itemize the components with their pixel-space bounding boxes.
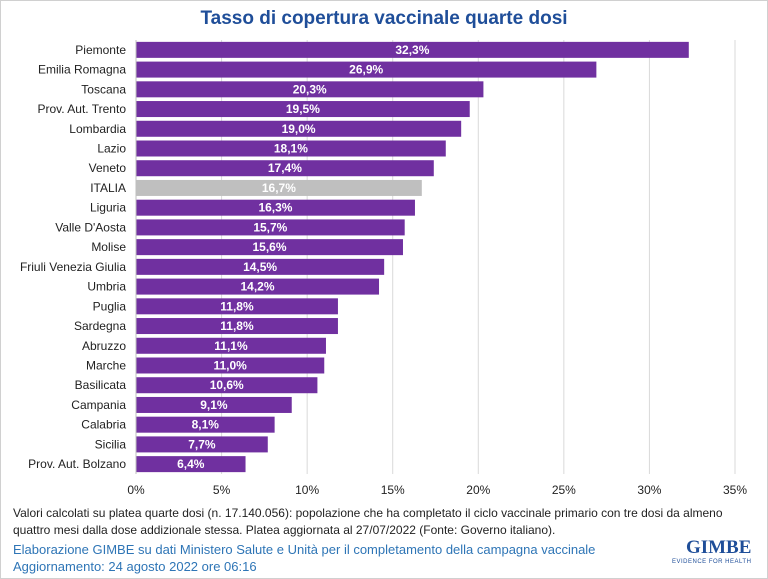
category-label: Liguria — [90, 201, 126, 215]
bar — [136, 160, 434, 177]
bar — [136, 258, 385, 275]
bar — [136, 81, 484, 98]
category-label: Puglia — [93, 299, 127, 313]
logo-tagline: EVIDENCE FOR HEALTH — [672, 559, 752, 565]
data-label: 15,7% — [253, 220, 287, 234]
category-label: ITALIA — [90, 181, 126, 195]
data-label: 9,1% — [200, 398, 228, 412]
category-label: Emilia Romagna — [38, 63, 126, 77]
bar — [136, 179, 422, 196]
data-label: 11,1% — [214, 339, 248, 353]
data-label: 16,3% — [258, 201, 292, 215]
data-label: 26,9% — [349, 63, 383, 77]
bar — [136, 219, 405, 236]
logo-name: GIMBE — [685, 537, 752, 558]
bar — [136, 377, 318, 394]
data-label: 14,2% — [240, 280, 274, 294]
category-label: Sardegna — [74, 319, 126, 333]
bar — [136, 357, 325, 374]
category-label: Lombardia — [69, 122, 126, 136]
data-label: 11,8% — [220, 299, 254, 313]
bar — [136, 337, 326, 354]
bar — [136, 61, 597, 78]
data-label: 32,3% — [395, 43, 429, 57]
bar — [136, 436, 268, 453]
category-label: Piemonte — [75, 43, 126, 57]
x-tick-label: 15% — [381, 483, 405, 497]
bar — [136, 199, 415, 216]
data-label: 11,0% — [213, 359, 247, 373]
x-tick-label: 20% — [466, 483, 490, 497]
category-label: Marche — [86, 359, 126, 373]
data-label: 15,6% — [252, 240, 286, 254]
x-tick-label: 30% — [637, 483, 661, 497]
category-label: Molise — [91, 240, 126, 254]
category-label: Veneto — [89, 161, 127, 175]
bar — [136, 140, 446, 157]
data-label: 18,1% — [274, 142, 308, 156]
bar — [136, 41, 689, 58]
data-label: 10,6% — [210, 378, 244, 392]
bar — [136, 396, 292, 413]
category-label: Basilicata — [75, 378, 127, 392]
chart-title: Tasso di copertura vaccinale quarte dosi — [200, 8, 568, 29]
bar — [136, 278, 380, 295]
data-label: 14,5% — [243, 260, 277, 274]
x-tick-label: 25% — [552, 483, 576, 497]
update-text: Aggiornamento: 24 agosto 2022 ore 06:16 — [13, 559, 257, 574]
x-tick-label: 0% — [127, 483, 145, 497]
data-label: 17,4% — [268, 161, 302, 175]
bar — [136, 239, 403, 256]
source-text: Elaborazione GIMBE su dati Ministero Sal… — [13, 542, 596, 557]
bar — [136, 318, 338, 335]
bar — [136, 298, 338, 315]
bar — [136, 101, 470, 118]
category-label: Umbria — [87, 280, 126, 294]
data-label: 6,4% — [177, 457, 205, 471]
bar — [136, 416, 275, 433]
category-label: Prov. Aut. Bolzano — [28, 457, 126, 471]
bar-chart: 0% 5% 10% 15% 20% 25% 30% 35% 32,3% Piemonte 26,9%… — [20, 40, 747, 497]
data-label: 7,7% — [188, 437, 216, 451]
x-tick-label: 10% — [295, 483, 319, 497]
footnote-1: Valori calcolati su platea quarte dosi (… — [13, 506, 723, 520]
data-label: 19,5% — [286, 102, 320, 116]
category-label: Toscana — [81, 82, 126, 96]
data-label: 16,7% — [262, 181, 296, 195]
data-label: 19,0% — [282, 122, 316, 136]
category-label: Sicilia — [95, 437, 127, 451]
bar — [136, 456, 246, 473]
category-label: Valle D'Aosta — [55, 220, 126, 234]
gimbe-logo: GIMBE EVIDENCE FOR HEALTH — [672, 537, 751, 565]
category-label: Lazio — [97, 142, 126, 156]
x-tick-label: 35% — [723, 483, 747, 497]
bar — [136, 120, 462, 137]
category-label: Prov. Aut. Trento — [38, 102, 127, 116]
x-tick-label: 5% — [213, 483, 231, 497]
category-label: Abruzzo — [82, 339, 126, 353]
footnote-2: quattro mesi dalla dose addizionale stes… — [13, 523, 556, 537]
data-label: 11,8% — [220, 319, 254, 333]
category-label: Calabria — [81, 418, 126, 432]
data-label: 20,3% — [293, 82, 327, 96]
category-label: Friuli Venezia Giulia — [20, 260, 126, 274]
data-label: 8,1% — [192, 418, 220, 432]
category-label: Campania — [71, 398, 126, 412]
